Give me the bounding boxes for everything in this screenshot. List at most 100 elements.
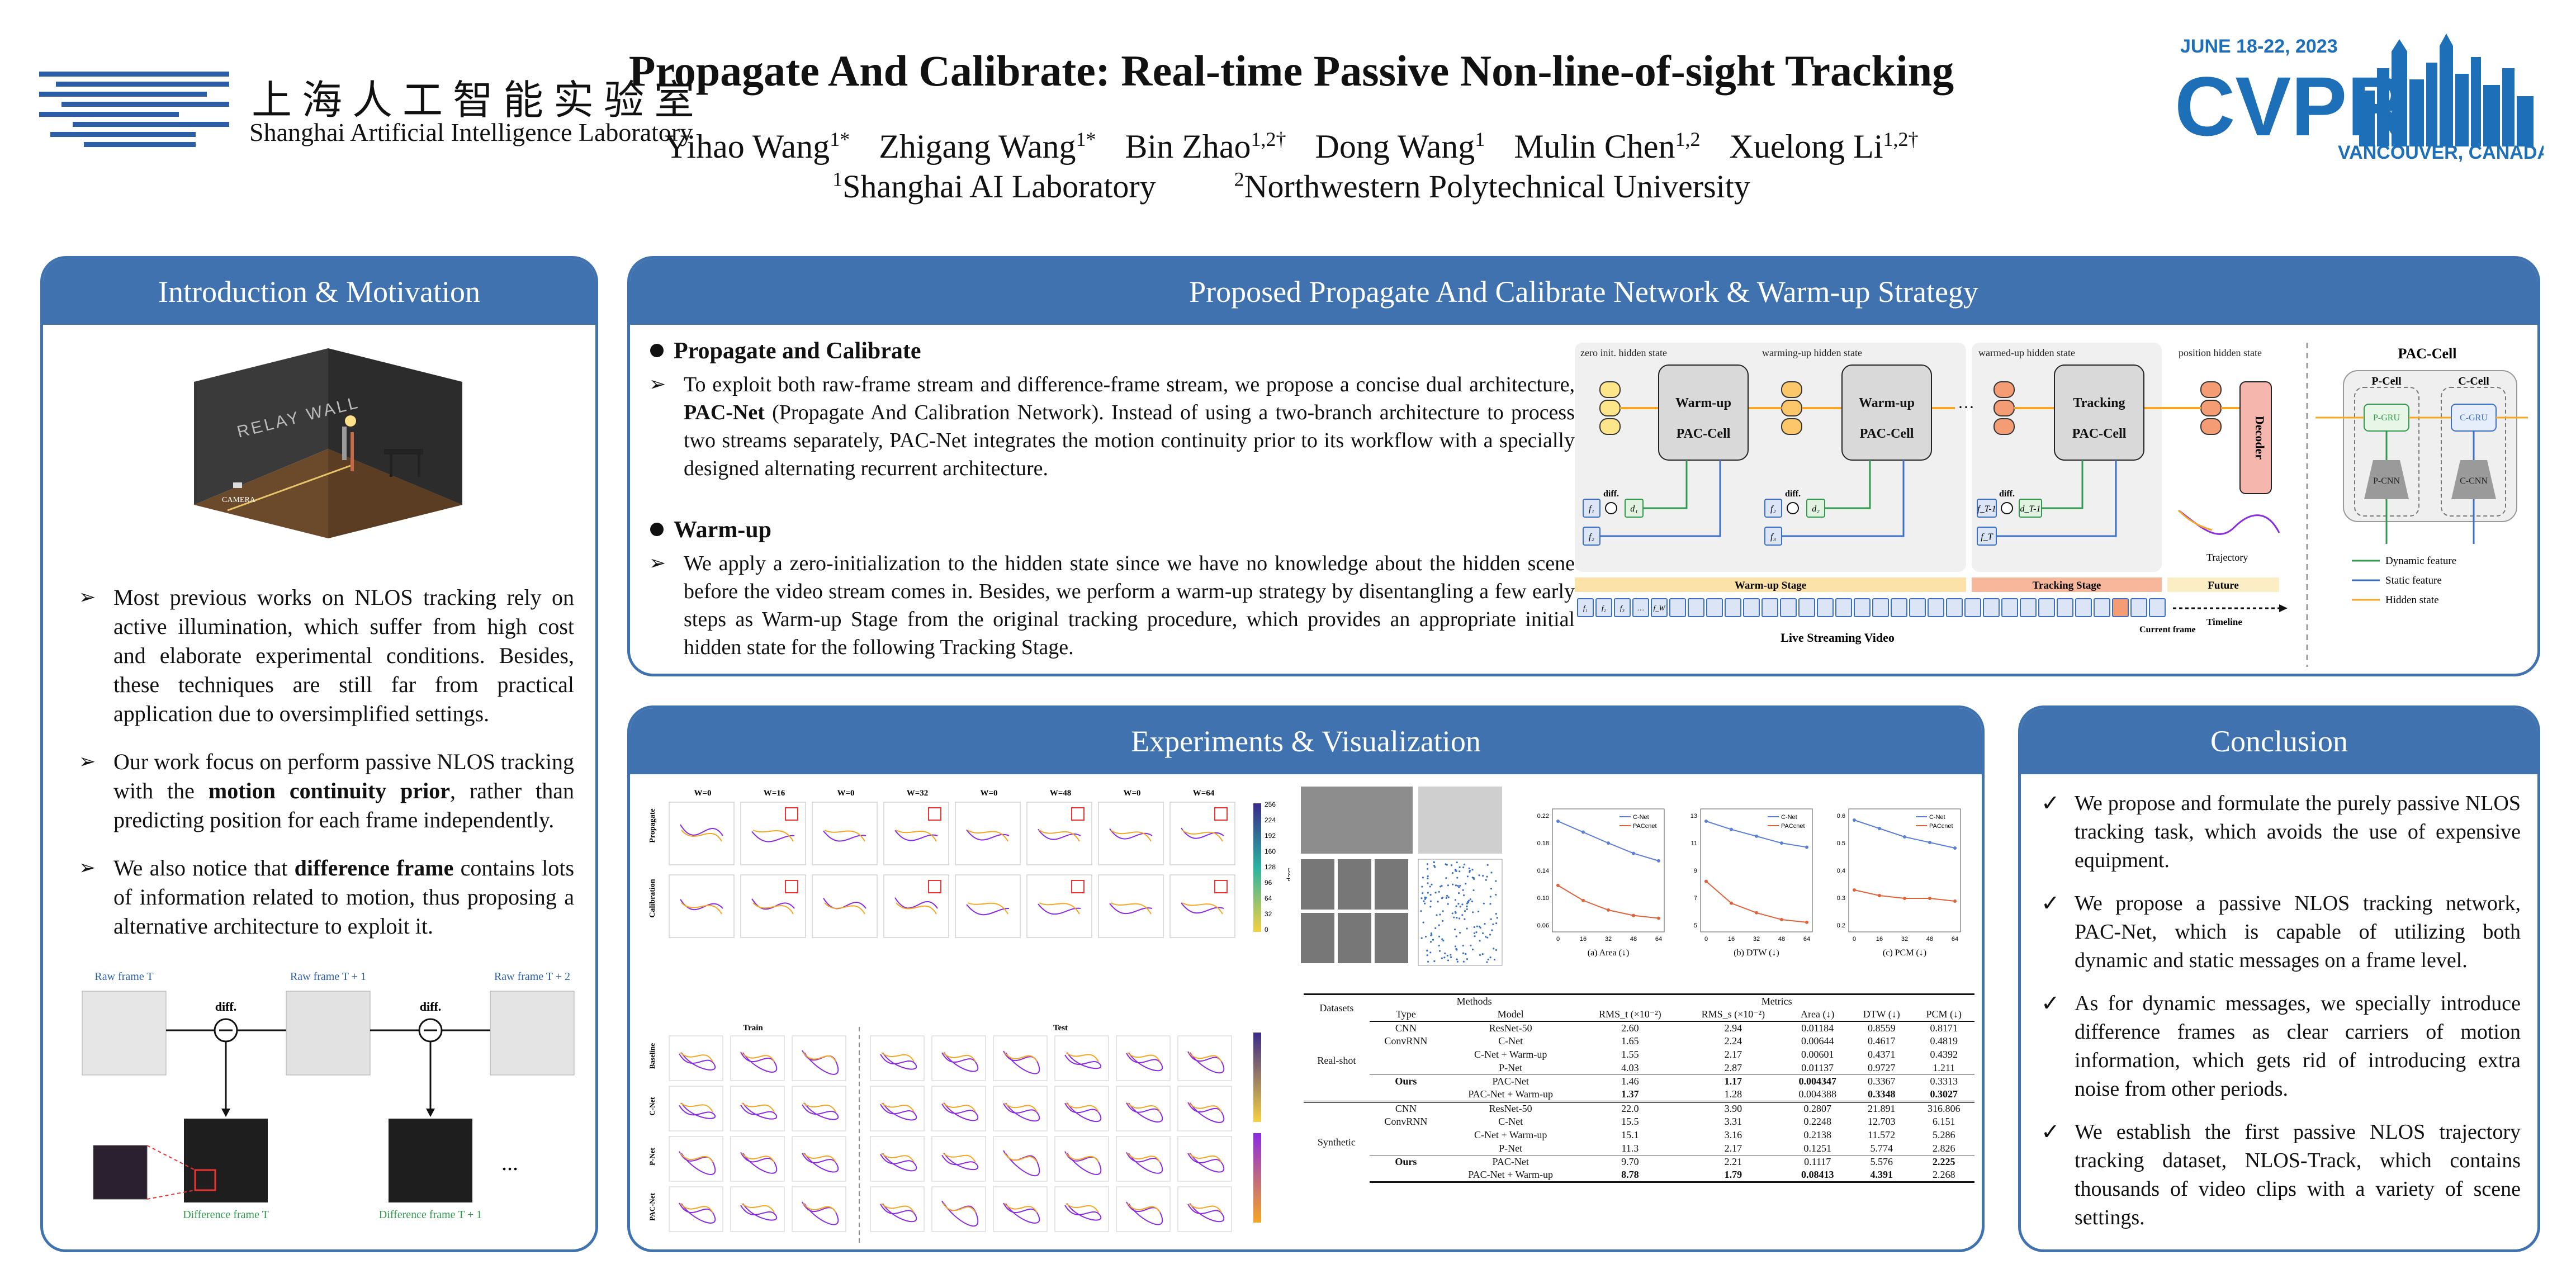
table-column-header: PCM (↓)	[1913, 1007, 1974, 1022]
colorbar	[1253, 803, 1261, 932]
trajectory-cell	[792, 1136, 846, 1182]
trajectory-cell	[1054, 1086, 1109, 1131]
table-cell: 3.31	[1724, 1116, 1742, 1127]
table-cell: 0.3313	[1913, 1074, 1974, 1088]
cnet-point	[1755, 834, 1758, 838]
trajectory-cell	[931, 1186, 986, 1232]
table-cell: 12.703	[1867, 1116, 1896, 1127]
table-cell: 0.1251	[1803, 1142, 1831, 1154]
paccnet-point	[1878, 894, 1881, 897]
author-name-text: Bin Zhao	[1125, 128, 1251, 165]
diff-label: diff.	[215, 1000, 237, 1014]
cnet-point	[1928, 841, 1931, 844]
c-cell-label: C-Cell	[2458, 375, 2489, 387]
plot-x-tick: 0	[1556, 936, 1560, 943]
plot-x-tick: 0	[1704, 936, 1708, 943]
table-cell: 22.0	[1579, 1100, 1682, 1115]
table-cell: 1.37	[1621, 1088, 1639, 1100]
metric-plot: 0.22 0.18 0.14 0.10 0.06 0 16 32 48 64 C-Net PACcne…	[1537, 808, 1665, 958]
stream-frame	[1688, 598, 1704, 617]
table-cell: 0.004347	[1785, 1074, 1850, 1088]
table-column-header: Type	[1369, 1007, 1442, 1022]
intro-bullet: We also notice that difference frame con…	[77, 854, 574, 941]
table-cell: ResNet-50	[1442, 1100, 1579, 1115]
body-text: , rather than predicting position for ea…	[113, 778, 574, 832]
colorbar-tick: 96	[1265, 879, 1272, 887]
plot-x-tick: 32	[1605, 936, 1612, 943]
author-name: Zhigang Wang1*	[879, 128, 1096, 165]
body-text: Most previous works on NLOS tracking rel…	[113, 585, 574, 726]
table-column-header: Model	[1442, 1007, 1579, 1022]
legend-hidden-state: Hidden state	[2385, 594, 2439, 606]
lab-name-chinese: 上海人工智能实验室	[252, 78, 705, 123]
author-name: Mulin Chen1,2	[1514, 128, 1700, 165]
table-cell: 0.9727	[1867, 1062, 1896, 1073]
stream-frame	[2001, 598, 2018, 617]
table-row: Ours PAC-Net 9.70 2.21 0.1117 5.576 2.225	[1304, 1155, 1974, 1169]
table-cell: 2.17	[1724, 1142, 1742, 1154]
table-column-header: Area (↓)	[1785, 1007, 1850, 1022]
frame-symbol: f₃	[1770, 532, 1776, 542]
table-cell: P-Net	[1499, 1062, 1523, 1073]
author-affiliation-mark: 1*	[1076, 128, 1096, 150]
table-cell: 1.46	[1579, 1074, 1682, 1088]
experiments-panel: Experiments & Visualization W=0 W=16 W=0 W=…	[627, 705, 1985, 1252]
stream-frame	[1964, 598, 1981, 617]
plot-y-tick: 0.5	[1837, 840, 1845, 847]
frame-symbol: f₁	[1589, 504, 1594, 514]
table-row: PAC-Net + Warm-up 1.37 1.28 0.004388 0.3348 0…	[1304, 1088, 1974, 1102]
table-row: C-Net + Warm-up 15.1 3.16 0.2138 11.572 5.286	[1304, 1129, 1974, 1142]
table-cell: 0.00601	[1801, 1049, 1834, 1060]
plot-y-tick: 13	[1690, 813, 1697, 820]
cnet-point	[1953, 846, 1957, 850]
colorbar-tick: 160	[1265, 847, 1276, 855]
trajectory-cell	[931, 1086, 986, 1131]
table-cell: 316.806	[1913, 1100, 1974, 1115]
author-name-text: Xuelong Li	[1729, 128, 1883, 165]
cnet-point	[1805, 845, 1808, 849]
intro-panel-title: Introduction & Motivation	[43, 259, 595, 325]
results-table: Datasets Methods Metrics Type Model RMS_t …	[1304, 993, 1974, 1183]
table-cell: 9.70	[1579, 1155, 1682, 1169]
trajectory-cell	[1116, 1035, 1171, 1081]
camera-label: CAMERA	[222, 496, 256, 504]
table-cell: 0.2248	[1803, 1116, 1831, 1127]
grid-row-label: Baseline	[648, 1043, 656, 1069]
stream-frame	[1780, 598, 1797, 617]
cell-title: Warm-up	[1675, 396, 1731, 410]
trajectory-cell	[931, 1136, 986, 1182]
section-body: We apply a zero-initialization to the hi…	[647, 550, 1575, 661]
trajectory-cell	[955, 874, 1021, 938]
trajectory-cell	[1177, 1086, 1232, 1131]
table-cell: 15.1	[1621, 1129, 1639, 1140]
stream-frame	[2149, 598, 2166, 617]
plot-x-tick: 64	[1803, 936, 1810, 943]
stream-frame	[1854, 598, 1871, 617]
metric-plot: 13 11 9 7 50 16 32 48 64 C-Net PACcnet (b) DTW (↓)	[1690, 808, 1813, 958]
author-name: Xuelong Li1,2†	[1730, 128, 1919, 165]
table-cell: 3.16	[1724, 1129, 1742, 1140]
plot-y-tick: 9	[1694, 868, 1697, 874]
table-cell: 2.17	[1724, 1049, 1742, 1060]
stream-frame	[2020, 598, 2037, 617]
metric-plot: 0.6 0.5 0.4 0.3 0.2 0 16 32 48 64 C-Net PACcnet (c) …	[1837, 808, 1961, 958]
trajectory-cell	[1177, 1035, 1232, 1081]
paccnet-point	[1704, 879, 1708, 883]
plot-x-tick: 0	[1853, 936, 1856, 943]
table-cell: PAC-Net	[1442, 1074, 1579, 1088]
plot-y-tick: 0.4	[1837, 868, 1845, 874]
propagate-calibrate-section: Propagate and Calibrate To exploit both …	[647, 337, 1575, 482]
trajectory-cell	[1116, 1136, 1171, 1182]
warmup-column-label: W=16	[764, 789, 785, 798]
lab-name-english: Shanghai Artificial Intelligence Laborat…	[249, 118, 693, 146]
trajectory-label: Trajectory	[2206, 552, 2248, 563]
stream-frame	[1669, 598, 1686, 617]
trajectory-cell	[993, 1086, 1048, 1131]
table-cell	[1370, 1048, 1442, 1062]
stream-frame	[1909, 598, 1926, 617]
colorbar-tick: 64	[1265, 894, 1272, 902]
grid-row-label: PAC-Net	[648, 1193, 656, 1221]
emphasis-text: PAC-Net	[684, 401, 765, 424]
ellipsis-right: ...	[501, 1150, 518, 1175]
warmup-trajectory-grid: W=0 W=16 W=0 W=32 W=0 W=48 W=0 W=64 Propagate Cal…	[648, 789, 1290, 938]
